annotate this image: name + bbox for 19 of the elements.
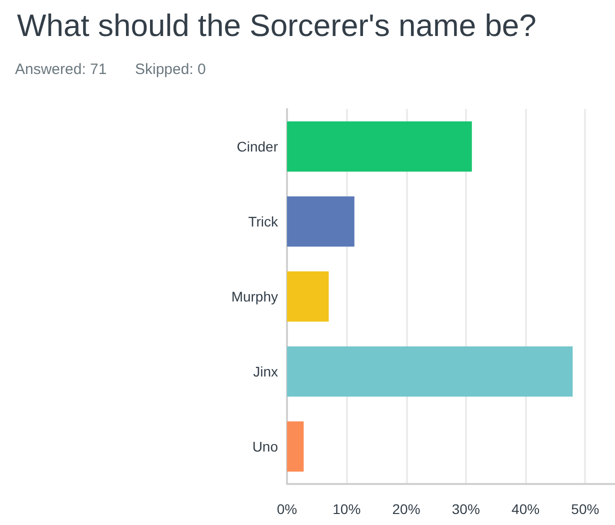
y-tick-label: Uno — [252, 438, 278, 454]
text: Answered: 71 — [15, 61, 107, 78]
x-tick-label: 0% — [276, 501, 298, 517]
y-tick-label: Cinder — [236, 138, 278, 154]
x-tick-label: 40% — [512, 501, 540, 517]
y-tick-label: Jinx — [253, 364, 278, 380]
y-tick-label: Trick — [248, 214, 279, 230]
x-tick-label: 30% — [452, 501, 480, 517]
text: Skipped: 0 — [135, 61, 206, 78]
x-tick-label: 50% — [571, 501, 600, 517]
bar — [287, 346, 573, 397]
x-tick-label: 20% — [392, 501, 420, 517]
bar — [287, 196, 354, 247]
x-tick-label: 10% — [332, 501, 361, 517]
bar — [287, 271, 329, 322]
y-tick-label: Murphy — [231, 288, 278, 304]
bar — [287, 121, 472, 172]
bar — [287, 421, 304, 472]
chart-title: What should the Sorcerer's name be? — [17, 8, 536, 43]
